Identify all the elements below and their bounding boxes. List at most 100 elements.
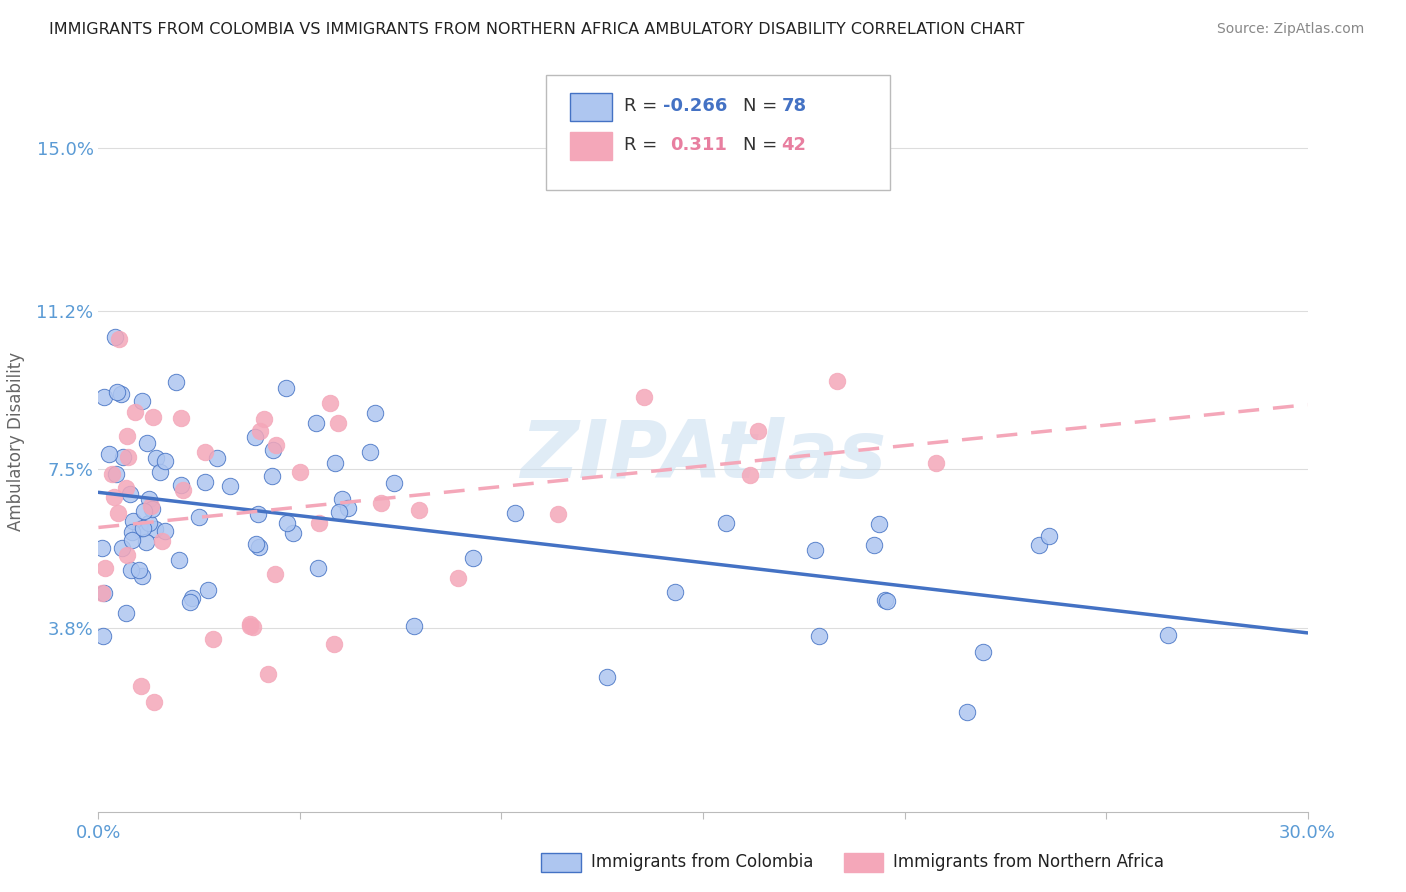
Point xyxy=(807,629,830,643)
Y-axis label: Ambulatory Disability: Ambulatory Disability xyxy=(7,352,25,531)
Text: Source: ZipAtlas.com: Source: ZipAtlas.com xyxy=(1216,22,1364,37)
Text: -0.266: -0.266 xyxy=(664,97,727,115)
Point xyxy=(167,552,190,566)
Point xyxy=(194,445,217,459)
Point xyxy=(253,412,276,426)
Point xyxy=(118,487,141,501)
FancyBboxPatch shape xyxy=(569,93,613,121)
Point xyxy=(124,405,146,419)
Point xyxy=(740,468,762,483)
Point xyxy=(323,456,346,470)
Point xyxy=(664,584,686,599)
Point xyxy=(129,680,152,694)
Text: Immigrants from Colombia: Immigrants from Colombia xyxy=(591,853,813,871)
Point xyxy=(107,384,129,399)
Point xyxy=(117,548,139,562)
Point xyxy=(364,406,387,420)
Point xyxy=(128,563,150,577)
Point xyxy=(93,629,115,643)
Point xyxy=(245,430,267,444)
Point xyxy=(180,591,202,606)
Point xyxy=(142,409,165,424)
Text: N =: N = xyxy=(742,97,783,115)
Point xyxy=(868,517,890,532)
Point xyxy=(194,475,217,490)
Point xyxy=(129,522,152,536)
Point xyxy=(326,416,349,430)
Text: Immigrants from Northern Africa: Immigrants from Northern Africa xyxy=(893,853,1164,871)
Point xyxy=(447,571,470,585)
Point xyxy=(121,533,143,548)
Point xyxy=(138,492,160,507)
Point xyxy=(145,451,167,466)
Point xyxy=(101,467,124,482)
Text: IMMIGRANTS FROM COLOMBIA VS IMMIGRANTS FROM NORTHERN AFRICA AMBULATORY DISABILIT: IMMIGRANTS FROM COLOMBIA VS IMMIGRANTS F… xyxy=(49,22,1025,37)
Point xyxy=(121,524,143,539)
Point xyxy=(114,606,136,620)
Point xyxy=(153,454,176,468)
Point xyxy=(150,533,173,548)
Point xyxy=(276,516,298,531)
Point xyxy=(281,525,304,540)
Point xyxy=(266,438,288,452)
Point xyxy=(165,375,187,389)
Point xyxy=(201,632,224,647)
Point xyxy=(219,478,242,492)
Point xyxy=(503,506,526,520)
Point xyxy=(131,394,153,409)
Point xyxy=(91,586,114,600)
Point xyxy=(188,509,211,524)
Point xyxy=(108,332,131,346)
Point xyxy=(408,503,430,517)
Point xyxy=(873,592,896,607)
Point xyxy=(197,582,219,597)
Point xyxy=(245,537,267,551)
Point xyxy=(141,501,163,516)
Point xyxy=(104,330,127,344)
Point xyxy=(112,450,135,464)
Point xyxy=(307,561,329,575)
Point xyxy=(134,535,156,549)
Point xyxy=(249,425,271,439)
Point xyxy=(925,456,948,470)
Point xyxy=(97,447,120,461)
Point xyxy=(804,542,827,557)
Point xyxy=(825,374,848,388)
Point xyxy=(336,501,359,516)
Point xyxy=(461,551,484,566)
Point xyxy=(149,465,172,479)
Point xyxy=(370,495,392,509)
Point xyxy=(172,483,194,498)
Point xyxy=(1038,529,1060,543)
Point xyxy=(264,567,287,582)
Point xyxy=(93,586,115,600)
Point xyxy=(547,507,569,521)
Point xyxy=(134,504,156,518)
Text: 78: 78 xyxy=(782,97,807,115)
Point xyxy=(876,594,898,608)
Point xyxy=(323,637,346,651)
Point xyxy=(153,524,176,538)
Point xyxy=(107,506,129,520)
Point xyxy=(136,435,159,450)
Point xyxy=(94,561,117,575)
Point xyxy=(262,468,284,483)
Point xyxy=(104,467,127,482)
Point xyxy=(247,541,270,555)
Point xyxy=(143,695,166,709)
Point xyxy=(170,411,193,425)
Text: N =: N = xyxy=(742,136,783,154)
Point xyxy=(115,429,138,443)
Point xyxy=(91,541,114,555)
Point xyxy=(117,450,139,464)
Text: R =: R = xyxy=(624,136,669,154)
Point xyxy=(305,417,328,431)
Point xyxy=(239,618,262,632)
Point xyxy=(138,516,160,531)
Point xyxy=(170,478,193,492)
Point xyxy=(747,424,769,438)
Point xyxy=(246,507,269,521)
Point xyxy=(179,595,201,609)
Point xyxy=(262,443,284,458)
Point xyxy=(93,391,115,405)
